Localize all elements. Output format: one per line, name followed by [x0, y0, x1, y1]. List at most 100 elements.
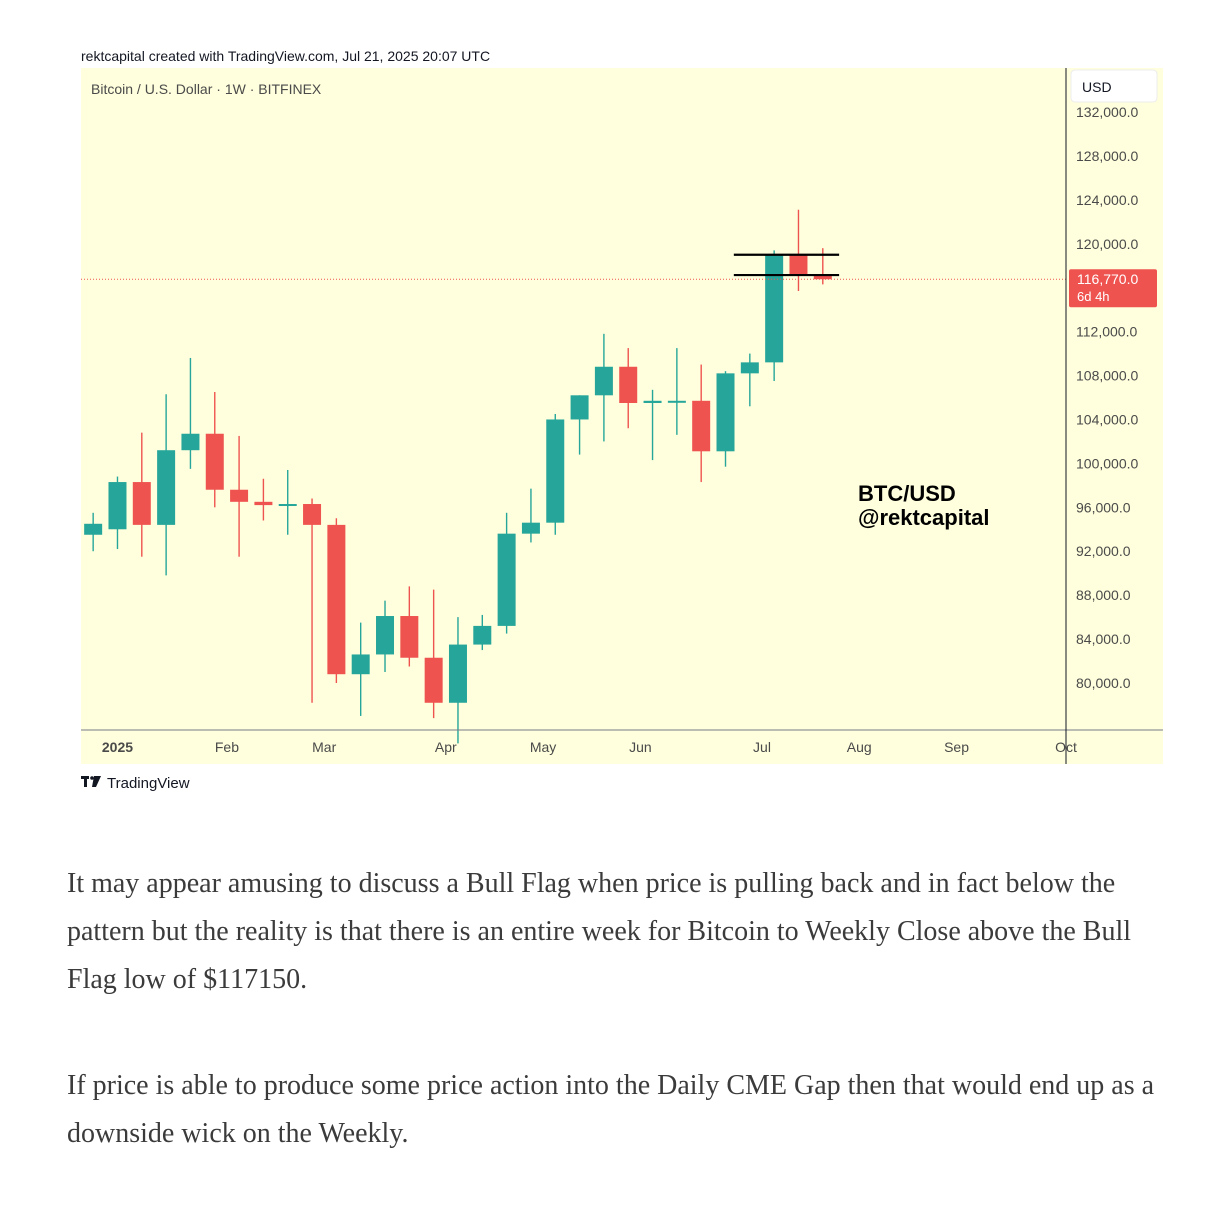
price-tag-countdown: 6d 4h	[1077, 289, 1110, 304]
chart-credit: rektcapital created with TradingView.com…	[81, 48, 491, 64]
candle-body	[692, 400, 711, 452]
candle	[400, 586, 419, 667]
candle-body	[254, 501, 273, 506]
candle-body	[594, 366, 613, 396]
tradingview-logo[interactable]: TradingView	[81, 775, 190, 792]
candle	[230, 435, 249, 557]
candle-body	[546, 419, 565, 523]
watermark-line: BTC/USD	[858, 481, 956, 506]
candle	[497, 512, 516, 634]
candle	[789, 209, 808, 291]
candle	[303, 498, 322, 703]
candle	[570, 395, 589, 455]
candle	[254, 478, 273, 521]
candle-body	[278, 504, 297, 507]
watermark-line: @rektcapital	[858, 505, 990, 530]
y-tick-label: 80,000.0	[1076, 675, 1131, 691]
price-tag-box	[1069, 269, 1157, 308]
candle	[376, 600, 395, 673]
x-tick-label: Oct	[1055, 739, 1077, 755]
candle-body	[813, 274, 832, 280]
candle	[181, 357, 200, 469]
y-tick-label: 100,000.0	[1076, 455, 1138, 471]
y-axis-ticks: 132,000.0 128,000.0 124,000.0 120,000.0 112,…	[1076, 104, 1138, 691]
candle-body	[424, 657, 443, 703]
currency-selector[interactable]: USD	[1070, 69, 1158, 103]
y-tick-label: 96,000.0	[1076, 499, 1131, 515]
candle	[157, 394, 176, 576]
currency-label[interactable]: USD	[1082, 79, 1112, 95]
chart-svg[interactable]: 132,000.0 128,000.0 124,000.0 120,000.0 112,…	[81, 68, 1163, 764]
x-tick-label: Sep	[944, 739, 969, 755]
y-tick-label: 104,000.0	[1076, 411, 1138, 427]
y-tick-label: 84,000.0	[1076, 631, 1131, 647]
y-tick-label: 88,000.0	[1076, 587, 1131, 603]
article-paragraph-2: If price is able to produce some price a…	[67, 1070, 1155, 1149]
article-paragraph-1: It may appear amusing to discuss a Bull …	[67, 868, 1132, 995]
candle	[546, 413, 565, 535]
candle-body	[205, 433, 224, 490]
candle	[448, 617, 467, 744]
candle	[594, 333, 613, 442]
candle-body	[667, 400, 686, 403]
x-tick-label: Jul	[753, 739, 771, 755]
x-axis-ticks: 2025 Feb Mar Apr May Jun Jul Aug Sep Oct	[102, 739, 1077, 755]
candle-body	[230, 489, 249, 502]
candle	[327, 518, 346, 683]
candle-body	[497, 533, 516, 626]
candle-body	[521, 522, 540, 534]
candles-group	[84, 209, 832, 744]
candle	[205, 392, 224, 508]
candle-body	[132, 482, 151, 525]
candle-body	[473, 625, 492, 645]
x-tick-label: Feb	[215, 739, 239, 755]
y-tick-label: 124,000.0	[1076, 192, 1138, 208]
candle-body	[108, 482, 127, 530]
candle-body	[376, 616, 395, 655]
x-tick-label: Aug	[847, 739, 872, 755]
y-tick-label: 92,000.0	[1076, 543, 1131, 559]
candle	[716, 371, 735, 467]
x-tick-label: Mar	[312, 739, 336, 755]
tradingview-logo-text: TradingView	[107, 775, 190, 792]
candle	[692, 364, 711, 483]
x-tick-label: May	[530, 739, 556, 755]
watermark: BTC/USD@rektcapital	[858, 481, 990, 530]
candle-body	[716, 373, 735, 452]
candle	[643, 389, 662, 461]
candle	[108, 476, 127, 550]
y-tick-label: 128,000.0	[1076, 148, 1138, 164]
candle-body	[327, 524, 346, 675]
candle	[765, 250, 784, 382]
candle-body	[157, 450, 176, 525]
y-tick-label: 120,000.0	[1076, 236, 1138, 252]
currency-box[interactable]	[1070, 69, 1158, 103]
y-tick-label: 112,000.0	[1076, 324, 1137, 340]
candle-body	[303, 504, 322, 525]
x-tick-label: 2025	[102, 739, 133, 755]
candle-body	[400, 616, 419, 658]
price-tag-value: 116,770.0	[1077, 271, 1138, 287]
candle-body	[351, 654, 370, 675]
candle-body	[765, 254, 784, 363]
current-price-tag: 116,770.0 6d 4h	[1069, 269, 1157, 308]
overlays-group	[81, 253, 1066, 280]
candle-body	[643, 400, 662, 403]
candle	[84, 512, 103, 552]
candle-body	[570, 395, 589, 420]
candle	[424, 589, 443, 719]
candle-body	[789, 254, 808, 275]
candle	[278, 469, 297, 535]
candle	[740, 353, 759, 407]
x-tick-label: Jun	[629, 739, 652, 755]
candle	[132, 432, 151, 557]
candle	[473, 614, 492, 651]
tradingview-logo-icon	[81, 775, 101, 792]
x-tick-label: Apr	[435, 739, 457, 755]
candle	[521, 488, 540, 543]
candle	[619, 348, 638, 429]
y-tick-label: 108,000.0	[1076, 368, 1138, 384]
candlestick-chart[interactable]: 132,000.0 128,000.0 124,000.0 120,000.0 112,…	[81, 68, 1163, 764]
chart-title: Bitcoin / U.S. Dollar · 1W · BITFINEX	[91, 81, 322, 97]
candle-body	[619, 366, 638, 403]
